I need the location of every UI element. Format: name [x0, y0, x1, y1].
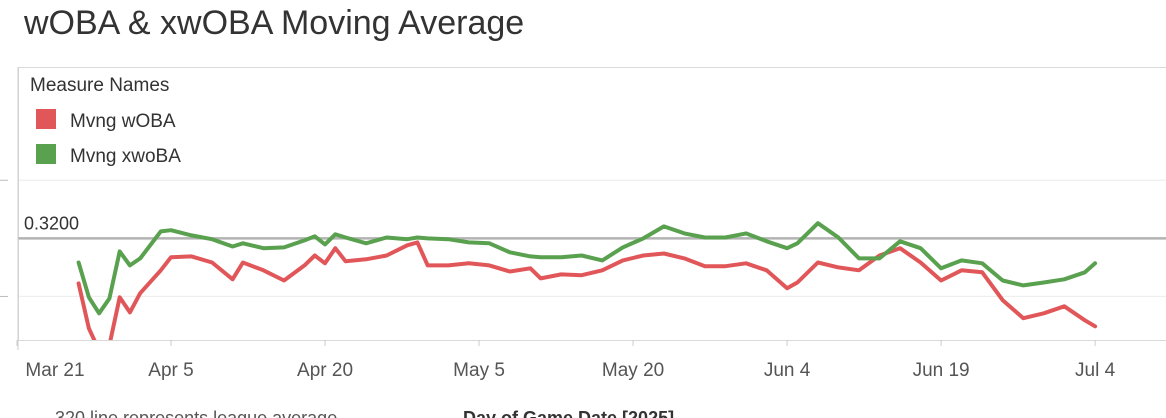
x-tick-label: Apr 20 [297, 360, 353, 381]
x-tick-label: Jul 4 [1075, 360, 1116, 381]
x-tick-label: Jun 4 [764, 360, 811, 381]
legend: Measure Names Mvng wOBA Mvng xwoBA [30, 75, 181, 167]
legend-label: Mvng xwoBA [70, 146, 181, 167]
note: 320 line represents league average [55, 408, 337, 418]
legend-title: Measure Names [30, 75, 169, 96]
plot-frame [18, 67, 1166, 341]
series-line [76, 221, 1098, 316]
legend-swatch [36, 109, 56, 129]
reference-label: 0.3200 [24, 213, 79, 233]
x-tick-label: May 5 [453, 360, 505, 381]
legend-label: Mvng wOBA [70, 111, 176, 132]
lines [76, 221, 1098, 340]
x-tick-label: May 20 [602, 360, 664, 381]
legend-swatch [36, 144, 56, 164]
series-line [76, 240, 1098, 340]
x-tick-label: Mar 21 [25, 360, 84, 381]
x-tick-label: Apr 5 [148, 360, 193, 381]
chart-title: wOBA & xwOBA Moving Average [23, 4, 524, 42]
x-tick-label: Jun 19 [913, 360, 970, 381]
grid: 0.3200 Mar 21 Apr 5 Apr 20 May 5 May 20 Jun 4 J… [0, 179, 1166, 381]
x-axis-title: Day of Game Date [2025] [463, 408, 674, 418]
